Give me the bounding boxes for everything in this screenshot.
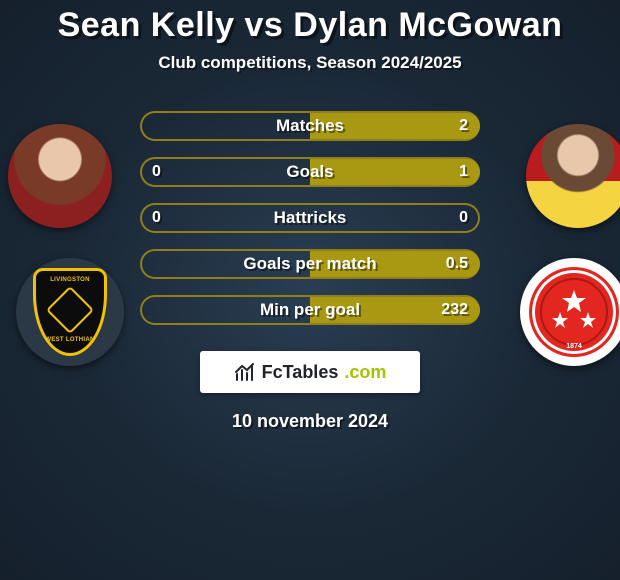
stat-left-value xyxy=(140,111,184,141)
club-right-year: 1874 xyxy=(532,343,616,350)
stat-row: Min per goal232 xyxy=(140,295,480,325)
snapshot-date: 10 november 2024 xyxy=(0,411,620,432)
stat-left-value xyxy=(140,295,184,325)
brand-icon xyxy=(234,362,256,382)
brand-suffix: .com xyxy=(344,362,386,383)
stat-left-value: 0 xyxy=(140,157,184,187)
stat-row: 0Goals1 xyxy=(140,157,480,187)
brand-badge: FcTables.com xyxy=(200,351,420,393)
subtitle: Club competitions, Season 2024/2025 xyxy=(0,53,620,73)
brand-name: FcTables xyxy=(262,362,339,383)
stat-left-value xyxy=(140,249,184,279)
stat-row: Goals per match0.5 xyxy=(140,249,480,279)
comparison-stats: Matches2 0Goals1 0Hattricks0 Goals per matc… xyxy=(0,111,620,325)
stat-right-value: 1 xyxy=(436,157,480,187)
stat-right-value: 232 xyxy=(429,295,480,325)
stat-row: 0Hattricks0 xyxy=(140,203,480,233)
stat-row: Matches2 xyxy=(140,111,480,141)
stat-right-value: 0.5 xyxy=(434,249,480,279)
stat-right-value: 0 xyxy=(436,203,480,233)
stat-right-value: 2 xyxy=(436,111,480,141)
page-title: Sean Kelly vs Dylan McGowan xyxy=(0,0,620,45)
stat-left-value: 0 xyxy=(140,203,184,233)
club-left-bottom-text: WEST LOTHIAN xyxy=(45,337,94,343)
